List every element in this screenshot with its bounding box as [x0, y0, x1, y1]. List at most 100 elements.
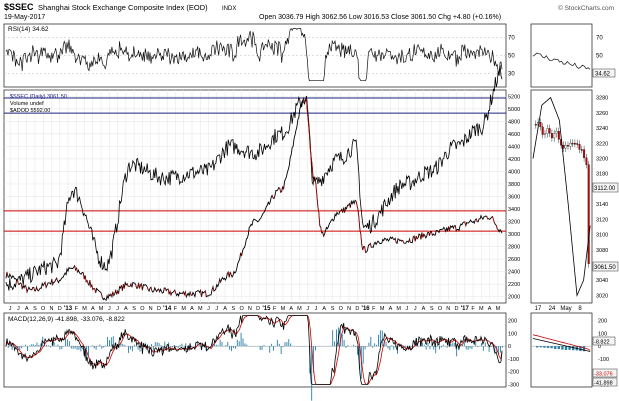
macd-histogram-bar	[315, 346, 316, 351]
macd-histogram-bar	[446, 346, 448, 348]
macd-histogram-bar	[481, 343, 482, 347]
macd-histogram-bar	[286, 342, 288, 347]
x-tick-label: A	[91, 306, 95, 312]
zoom-x-tick-label: 8	[578, 306, 582, 312]
x-tick-label: A	[422, 306, 426, 312]
macd-histogram-bar	[435, 346, 437, 354]
x-tick-label: J	[306, 306, 309, 312]
macd-histogram-bar	[70, 346, 72, 349]
macd-histogram-bar	[421, 342, 423, 347]
legend-entry: Volume undef	[10, 101, 44, 107]
macd-histogram-bar	[152, 346, 154, 353]
legend-entry: $ADOD 5592.00	[10, 108, 50, 114]
macd-histogram-bar	[170, 346, 171, 347]
macd-histogram-bar	[362, 346, 364, 364]
macd-histogram-bar	[355, 346, 357, 347]
macd-histogram-bar	[95, 346, 97, 350]
candle-body	[569, 142, 572, 147]
candle-body	[587, 164, 590, 264]
macd-histogram-bar	[269, 346, 271, 353]
x-tick-label: A	[322, 306, 326, 312]
adod-line	[5, 64, 503, 291]
macd-histogram-bar	[311, 346, 313, 401]
macd-histogram-bar	[47, 345, 49, 347]
macd-histogram-bar	[482, 346, 484, 351]
macd-histogram-bar	[217, 345, 219, 347]
macd-histogram-bar	[231, 346, 233, 352]
zoom-price-panel	[530, 89, 593, 304]
zoom-macd-histogram-bar	[546, 346, 550, 348]
macd-histogram-bar	[423, 344, 425, 347]
macd-histogram-bar	[112, 336, 114, 347]
macd-histogram-bar	[53, 342, 55, 347]
macd-histogram-bar	[59, 346, 61, 350]
price-tick-label: 2400	[508, 270, 520, 276]
macd-histogram-bar	[61, 346, 63, 350]
x-tick-label: O	[239, 306, 244, 312]
x-tick-label: D	[256, 306, 260, 312]
macd-histogram-bar	[49, 346, 51, 348]
zoom-macd-histogram-bar	[579, 346, 582, 352]
x-tick-label: A	[223, 306, 227, 312]
macd-badge: -41.898	[594, 381, 613, 387]
macd-histogram-bar	[402, 346, 404, 349]
zoom-macd-histogram-bar	[550, 346, 553, 349]
macd-histogram-bar	[38, 344, 40, 347]
macd-histogram-bar	[191, 346, 192, 348]
macd-histogram-bar	[465, 346, 467, 350]
zoom-price-tick-label: 3100	[596, 233, 608, 239]
macd-histogram-bar	[28, 345, 30, 347]
macd-histogram-bar	[177, 346, 179, 349]
x-tick-label: J	[215, 306, 218, 312]
macd-histogram-bar	[358, 346, 360, 369]
macd-histogram-bar	[439, 346, 440, 350]
zoom-macd-tick-label: 200	[598, 319, 607, 325]
price-tick-label: 3200	[508, 220, 520, 226]
zoom-price-tick-label: 3260	[596, 111, 608, 117]
macd-histogram-bar	[261, 346, 263, 350]
macd-hist-badge: -8.822	[594, 340, 610, 346]
ssec-price-line	[5, 96, 503, 301]
macd-histogram-bar	[490, 346, 492, 348]
macd-histogram-bar	[278, 343, 280, 347]
macd-histogram-bar	[385, 341, 387, 347]
x-tick-label: M	[496, 306, 501, 312]
candle-body	[557, 131, 560, 140]
macd-histogram-bar	[204, 346, 206, 348]
macd-histogram-bar	[158, 342, 160, 347]
macd-histogram-bar	[97, 345, 99, 347]
macd-histogram-bar	[364, 346, 366, 350]
macd-histogram-bar	[164, 341, 166, 347]
macd-histogram-bar	[131, 346, 133, 352]
macd-histogram-bar	[238, 341, 240, 347]
macd-histogram-bar	[21, 346, 23, 349]
x-tick-label: D	[157, 306, 161, 312]
macd-histogram-bar	[150, 344, 152, 347]
zoom-macd-histogram-bar	[572, 346, 575, 351]
x-tick-label: M	[82, 306, 87, 312]
x-tick-label: S	[331, 306, 335, 312]
macd-histogram-bar	[196, 340, 198, 347]
x-tick-label: O	[339, 306, 344, 312]
zoom-price-tick-label: 3120	[596, 217, 608, 223]
macd-histogram-bar	[160, 345, 162, 347]
macd-histogram-bar	[500, 346, 501, 353]
zoom-x-tick-label: 17	[535, 306, 542, 312]
macd-histogram-bar	[171, 346, 173, 348]
macd-histogram-bar	[234, 346, 236, 349]
macd-histogram-bar	[341, 334, 343, 347]
zoom-price-tick-label: 3140	[596, 202, 608, 208]
macd-histogram-bar	[381, 330, 383, 347]
x-tick-label: J	[414, 306, 417, 312]
macd-histogram-bar	[91, 345, 93, 347]
price-tick-label: 4800	[508, 119, 520, 125]
macd-histogram-bar	[162, 346, 164, 353]
macd-histogram-bar	[353, 344, 355, 347]
candle-body	[553, 133, 556, 139]
macd-histogram-bar	[122, 343, 124, 347]
macd-histogram-bar	[101, 346, 103, 349]
macd-histogram-bar	[339, 328, 341, 347]
macd-histogram-bar	[181, 343, 183, 347]
macd-histogram-bar	[34, 344, 36, 347]
